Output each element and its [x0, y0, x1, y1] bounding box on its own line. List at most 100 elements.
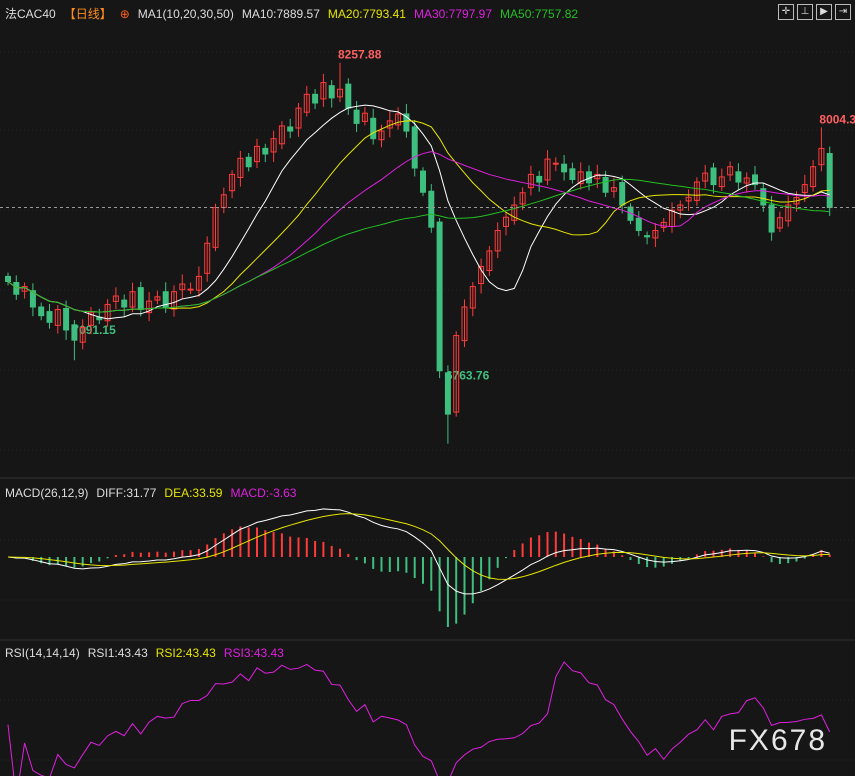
- macd-name: MACD(26,12,9): [5, 486, 89, 500]
- ma50-line: [7, 178, 830, 313]
- candle-body: [677, 204, 684, 211]
- candle-body: [702, 172, 709, 182]
- candle-body: [79, 326, 86, 343]
- candle-body: [137, 287, 144, 311]
- ma20-value: MA20:7793.41: [327, 6, 406, 21]
- price-annotation: 7091.15: [72, 323, 116, 337]
- toolbar: ✛ ⊥ ▶ ⇥: [778, 4, 851, 20]
- candle-body: [420, 170, 426, 193]
- candle-body: [88, 311, 94, 326]
- candle-body: [486, 250, 493, 272]
- candle-body: [602, 176, 609, 193]
- candle-body: [5, 275, 11, 282]
- symbol: 法CAC40: [5, 7, 56, 21]
- rsi-header: RSI(14,14,14) RSI1:43.43 RSI2:43.43 RSI3…: [5, 646, 284, 660]
- price-annotation: 8257.88: [338, 48, 382, 62]
- macd-diff: DIFF:31.77: [96, 486, 157, 500]
- candle-body: [162, 291, 169, 308]
- candle-body: [187, 288, 194, 291]
- price-annotation: 8004.34: [819, 112, 855, 126]
- period[interactable]: 【日线】: [63, 7, 112, 21]
- move-right-icon[interactable]: ⇥: [835, 4, 851, 20]
- candle-body: [121, 299, 128, 308]
- candle-body: [561, 163, 568, 173]
- candle-body: [727, 166, 734, 176]
- candle-body: [295, 107, 302, 129]
- candle-body: [527, 173, 534, 189]
- crosshair-icon[interactable]: ✛: [778, 4, 794, 20]
- candle-body: [38, 306, 45, 317]
- candle-body: [818, 147, 825, 166]
- rsi-line: [7, 661, 831, 776]
- macd-header: MACD(26,12,9) DIFF:31.77 DEA:33.59 MACD:…: [5, 486, 296, 500]
- candle-body: [146, 300, 153, 314]
- candle-body: [469, 286, 476, 309]
- rsi1: RSI1:43.43: [87, 646, 148, 660]
- settings-icon[interactable]: ⊕: [119, 6, 130, 21]
- candle-body: [536, 175, 543, 183]
- candle-body: [278, 125, 285, 145]
- main-header: 法CAC40 【日线】 ⊕ MA1(10,20,30,50) MA10:7889…: [5, 5, 578, 22]
- candle-body: [619, 182, 626, 206]
- candle-body: [71, 324, 78, 341]
- candle-body: [63, 308, 70, 331]
- indicator-name[interactable]: MA1(10,20,30,50): [137, 6, 234, 21]
- candle-body: [444, 372, 451, 415]
- candle-body: [743, 177, 750, 184]
- candle-body: [768, 204, 775, 233]
- zoom-in-icon[interactable]: ⊥: [797, 4, 813, 20]
- candle-body: [718, 176, 725, 188]
- candle-body: [287, 126, 294, 132]
- candle-body: [345, 83, 352, 109]
- watermark: FX678: [728, 724, 827, 757]
- candle-body: [693, 181, 700, 201]
- macd-dea-line: [7, 513, 830, 580]
- candle-body: [195, 275, 202, 291]
- candle-body: [54, 309, 61, 326]
- candle-body: [652, 230, 659, 239]
- candle-body: [826, 152, 833, 209]
- candle-body: [112, 295, 119, 302]
- candle-body: [685, 196, 692, 202]
- candle-body: [735, 171, 742, 183]
- candle-body: [245, 156, 252, 168]
- candle-body: [212, 207, 219, 248]
- candle-body: [29, 290, 36, 308]
- play-icon[interactable]: ▶: [816, 4, 832, 20]
- candle-body: [577, 171, 584, 185]
- candle-body: [320, 82, 327, 100]
- candle-body: [337, 88, 343, 98]
- candle-body: [801, 184, 808, 194]
- candle-body: [635, 217, 642, 231]
- candle-body: [428, 190, 435, 228]
- candle-body: [461, 306, 468, 342]
- candle-body: [104, 303, 111, 322]
- candle-body: [378, 130, 385, 141]
- candle-body: [229, 173, 236, 192]
- candle-body: [569, 168, 576, 180]
- candle-body: [436, 221, 443, 372]
- rsi3: RSI3:43.43: [223, 646, 284, 660]
- candle-body: [370, 117, 377, 140]
- candle-body: [494, 230, 501, 252]
- ma10-value: MA10:7889.57: [241, 6, 320, 21]
- ma30-value: MA30:7797.97: [413, 6, 493, 21]
- candle-body: [270, 138, 277, 153]
- price-annotation: 6763.76: [446, 368, 490, 382]
- ma10-line: [7, 104, 830, 320]
- macd-value: MACD:-3.63: [230, 486, 297, 500]
- candle-body: [303, 93, 310, 113]
- candle-body: [511, 204, 518, 221]
- candle-body: [237, 157, 244, 178]
- rsi2: RSI2:43.43: [155, 646, 216, 660]
- candle-body: [312, 93, 319, 104]
- candle-body: [13, 282, 20, 295]
- candle-body: [361, 112, 368, 122]
- candle-body: [519, 192, 526, 205]
- candle-body: [544, 158, 551, 181]
- candle-body: [46, 311, 53, 323]
- candle-body: [411, 126, 418, 169]
- candle-body: [760, 188, 767, 206]
- candle-body: [403, 113, 410, 132]
